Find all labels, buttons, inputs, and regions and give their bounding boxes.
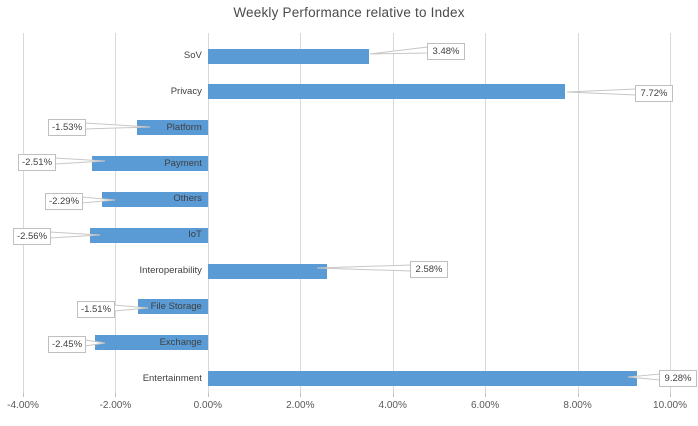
bar-entertainment	[207, 371, 637, 387]
bar-privacy	[207, 84, 565, 100]
gridline	[577, 33, 579, 393]
category-label: Others	[173, 193, 202, 205]
value-callout-payment: -2.51%	[18, 154, 56, 171]
category-label: Privacy	[170, 85, 202, 97]
bar-exchange	[94, 335, 208, 351]
category-label: IoT	[188, 229, 202, 241]
value-callout-interoperability: 2.58%	[410, 261, 448, 278]
axis-tick	[670, 393, 671, 397]
gridline	[207, 33, 209, 393]
gridline	[115, 33, 117, 393]
category-label: Interoperability	[139, 265, 202, 277]
axis-tick	[392, 393, 394, 397]
axis-tick	[115, 393, 117, 397]
x-axis-tick-label: 2.00%	[286, 400, 315, 411]
axis-tick	[577, 393, 579, 397]
leader-line	[369, 46, 429, 55]
value-callout-sov: 3.48%	[427, 43, 465, 60]
category-label: File Storage	[150, 300, 202, 312]
bar-platform	[137, 120, 208, 136]
value-callout-privacy: 7.72%	[635, 85, 673, 102]
axis-tick	[207, 393, 209, 397]
value-callout-others: -2.29%	[45, 193, 83, 210]
x-axis-tick-label: 4.00%	[378, 400, 407, 411]
value-callout-file-storage: -1.51%	[77, 301, 115, 318]
bar-iot	[89, 227, 208, 243]
gridline	[23, 33, 24, 393]
value-callout-exchange: -2.45%	[48, 336, 86, 353]
gridline	[392, 33, 394, 393]
category-label: Platform	[166, 121, 202, 133]
axis-tick	[300, 393, 302, 397]
bar-file-storage	[138, 299, 208, 315]
bar-interoperability	[207, 263, 328, 279]
x-axis-tick-label: 0.00%	[193, 400, 223, 411]
value-callout-platform: -1.53%	[48, 119, 86, 136]
category-label: Entertainment	[142, 372, 202, 384]
x-axis-tick-label: 8.00%	[563, 400, 592, 411]
gridline	[485, 33, 487, 393]
leader-line	[316, 264, 412, 272]
axis-tick	[485, 393, 487, 397]
x-axis-tick-label: 10.00%	[653, 400, 687, 411]
x-axis-tick-label: 6.00%	[470, 400, 500, 411]
bar-payment	[91, 156, 208, 172]
category-label: Exchange	[159, 336, 202, 348]
axis-tick	[23, 393, 24, 397]
x-axis-tick-label: -4.00%	[7, 400, 39, 411]
gridline	[670, 33, 671, 393]
value-callout-iot: -2.56%	[13, 228, 51, 245]
chart-title: Weekly Performance relative to Index	[233, 5, 465, 20]
bar-others	[102, 191, 208, 207]
gridline	[300, 33, 302, 393]
x-axis-tick-label: -2.00%	[99, 400, 132, 411]
bar-sov	[207, 48, 369, 64]
category-label: SoV	[183, 50, 202, 61]
value-callout-entertainment: 9.28%	[659, 370, 697, 387]
category-label: Payment	[164, 157, 202, 169]
